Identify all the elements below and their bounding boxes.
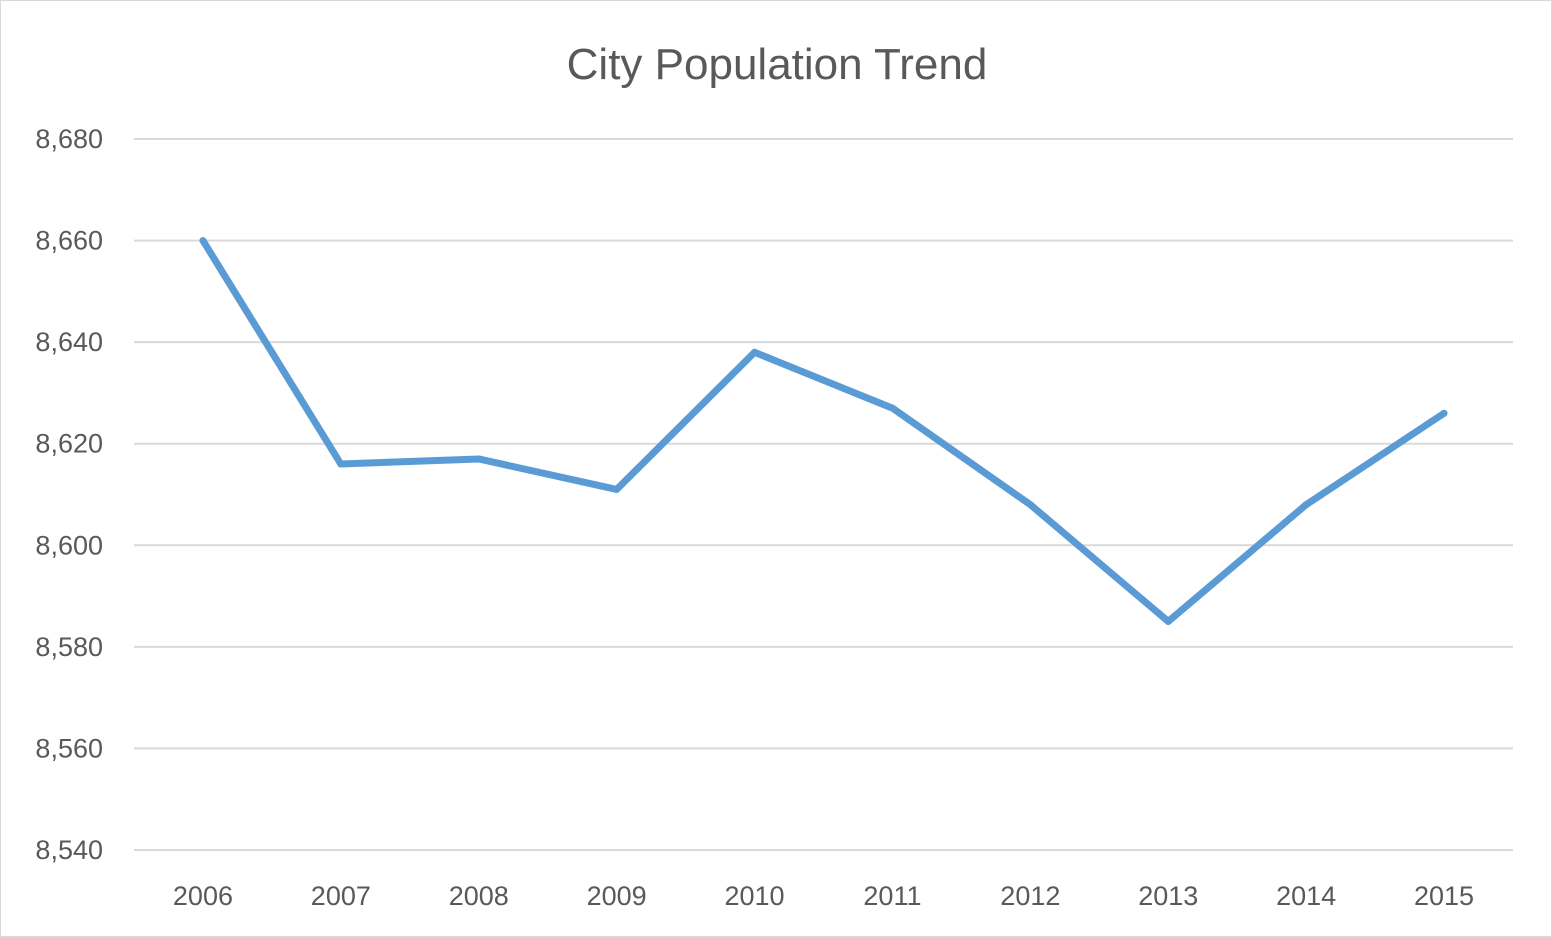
x-tick-label: 2011 (863, 881, 921, 911)
x-tick-label: 2012 (1000, 881, 1060, 911)
data-point (475, 455, 483, 463)
x-tick-label: 2015 (1414, 881, 1474, 911)
data-point (888, 404, 896, 412)
x-tick-label: 2008 (449, 881, 509, 911)
x-tick-label: 2007 (311, 881, 371, 911)
data-point (613, 485, 621, 493)
y-tick-label: 8,620 (35, 429, 103, 459)
series-group (199, 237, 1448, 625)
y-tick-label: 8,640 (35, 327, 103, 357)
data-point (1302, 501, 1310, 509)
data-point (751, 348, 759, 356)
data-point (337, 460, 345, 468)
data-point (199, 237, 207, 245)
gridlines (134, 138, 1513, 851)
y-axis-ticks: 8,540 8,560 8,580 8,600 8,620 8,640 8,660 8,680 (35, 124, 103, 865)
y-tick-label: 8,540 (35, 835, 103, 865)
y-tick-label: 8,680 (35, 124, 103, 154)
y-tick-label: 8,660 (35, 226, 103, 256)
x-tick-label: 2006 (173, 881, 233, 911)
x-tick-label: 2009 (587, 881, 647, 911)
series-line (199, 238, 1446, 625)
y-tick-label: 8,580 (35, 632, 103, 662)
x-tick-label: 2010 (725, 881, 785, 911)
data-point (1440, 409, 1448, 417)
y-tick-label: 8,560 (35, 733, 103, 763)
data-point (1026, 501, 1034, 509)
y-tick-label: 8,600 (35, 530, 103, 560)
data-point (1164, 617, 1172, 625)
chart-title: City Population Trend (567, 40, 988, 89)
x-tick-label: 2014 (1276, 881, 1336, 911)
x-axis-ticks: 2006 2007 2008 2009 2010 2011 2012 2013 2014 2015 (173, 881, 1474, 911)
x-tick-label: 2013 (1138, 881, 1198, 911)
